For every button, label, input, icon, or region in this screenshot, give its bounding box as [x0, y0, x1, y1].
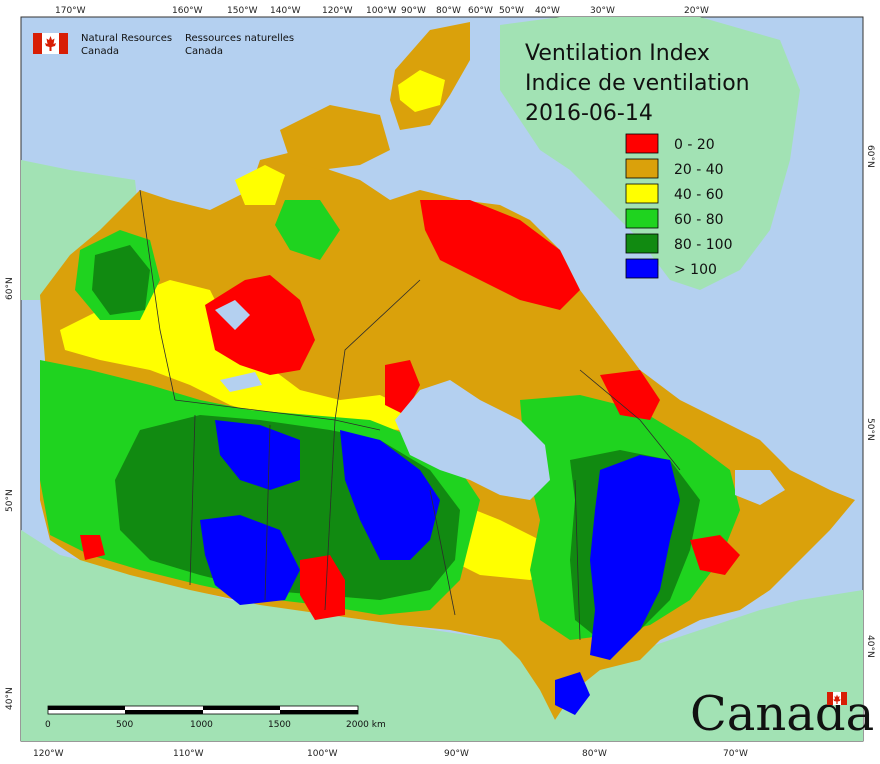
band-over-100-ontario — [555, 672, 590, 715]
legend-swatch — [625, 208, 659, 229]
graticule-bottom-label: 100°W — [307, 749, 338, 759]
legend-swatch — [625, 158, 659, 179]
scale-bar-segment — [48, 706, 125, 710]
band-0-20-sask — [300, 555, 345, 620]
legend-item: 80 - 100 — [625, 233, 733, 254]
graticule-left-label: 40°N — [5, 687, 15, 710]
great-slave-lake — [220, 372, 262, 392]
graticule-right-label: 40°N — [865, 635, 875, 658]
wordmark-flag-icon — [827, 692, 847, 705]
legend-item: 20 - 40 — [625, 158, 724, 179]
graticule-left-label: 60°N — [5, 277, 15, 300]
legend-label: 20 - 40 — [674, 162, 724, 178]
graticule-top-label: 50°W — [499, 6, 524, 16]
agency-fr-line2: Canada — [185, 46, 223, 57]
graticule-right: 60°N 50°N 40°N — [865, 145, 875, 658]
legend-swatch — [625, 233, 659, 254]
alaska-land — [21, 160, 140, 300]
canada-wordmark: Canada — [690, 686, 874, 742]
legend-swatch — [625, 133, 659, 154]
band-40-60-ellesmere — [398, 70, 445, 112]
graticule-top-label: 60°W — [468, 6, 493, 16]
scale-tick-label: 2000 km — [346, 720, 386, 730]
scale-bar-segment — [203, 706, 280, 710]
legend-label: 80 - 100 — [674, 237, 733, 253]
graticule-top-label: 40°W — [535, 6, 560, 16]
map-title: Ventilation Index Indice de ventilation … — [525, 41, 750, 126]
graticule-left-label: 50°N — [5, 489, 15, 512]
great-bear-lake — [215, 300, 250, 330]
graticule-top-label: 30°W — [590, 6, 615, 16]
scale-bar: 0 500 1000 1500 2000 km — [45, 705, 386, 730]
graticule-bottom-label: 110°W — [173, 749, 204, 759]
band-0-20-nwt — [205, 275, 315, 375]
scale-bar-segment — [125, 710, 203, 714]
graticule-top-label: 150°W — [227, 6, 258, 16]
legend-swatch — [625, 183, 659, 204]
legend-label: 60 - 80 — [674, 212, 724, 228]
graticule-top: 170°W 160°W 150°W 140°W 120°W 100°W 90°W… — [55, 6, 709, 16]
graticule-bottom-label: 90°W — [444, 749, 469, 759]
legend-item: 0 - 20 — [625, 133, 715, 154]
scale-tick-label: 1500 — [268, 720, 291, 730]
band-0-20-newbrunswick — [690, 535, 740, 575]
graticule-bottom-label: 120°W — [33, 749, 64, 759]
band-0-20-labrador — [600, 370, 660, 420]
graticule-bottom-label: 70°W — [723, 749, 748, 759]
title-line2: Indice de ventilation — [525, 71, 750, 96]
title-date: 2016-06-14 — [525, 101, 653, 126]
graticule-bottom: 120°W 110°W 100°W 90°W 80°W 70°W — [33, 749, 748, 759]
legend-item: 40 - 60 — [625, 183, 724, 204]
legend-label: 0 - 20 — [674, 137, 715, 153]
graticule-right-label: 50°N — [865, 418, 875, 441]
band-over-100-bc — [200, 515, 300, 605]
graticule-top-label: 160°W — [172, 6, 203, 16]
usa-land — [21, 530, 863, 741]
legend-item: > 100 — [625, 258, 717, 279]
agency-en-line1: Natural Resources — [81, 33, 172, 44]
graticule-top-label: 170°W — [55, 6, 86, 16]
graticule-top-label: 90°W — [401, 6, 426, 16]
legend-item: 60 - 80 — [625, 208, 724, 229]
band-40-60-arctic — [235, 165, 285, 205]
band-0-20-bc — [80, 535, 105, 560]
graticule-top-label: 80°W — [436, 6, 461, 16]
scale-tick-label: 0 — [45, 720, 51, 730]
band-60-80-arctic — [275, 200, 340, 260]
province-boundaries — [139, 189, 681, 641]
canada-flag-icon — [33, 33, 68, 54]
graticule-top-label: 100°W — [366, 6, 397, 16]
hudson-bay — [395, 380, 550, 500]
scale-bar-segment — [280, 710, 358, 714]
band-80-100-yukon — [92, 245, 150, 315]
graticule-right-label: 60°N — [865, 145, 875, 168]
greenland-land — [500, 17, 800, 290]
agency-en-line2: Canada — [81, 46, 119, 57]
nrcan-signature: Natural Resources Canada Ressources natu… — [33, 33, 294, 57]
arctic-island-cluster — [280, 105, 390, 170]
scale-tick-label: 1000 — [190, 720, 213, 730]
agency-fr-line1: Ressources naturelles — [185, 33, 294, 44]
legend-label: > 100 — [674, 262, 717, 278]
legend-label: 40 - 60 — [674, 187, 724, 203]
gulf-of-st-lawrence — [735, 470, 785, 505]
graticule-top-label: 120°W — [322, 6, 353, 16]
legend: 0 - 20 20 - 40 40 - 60 60 - 80 80 - 100 … — [625, 133, 733, 279]
title-line1: Ventilation Index — [525, 41, 710, 66]
graticule-top-label: 140°W — [270, 6, 301, 16]
graticule-bottom-label: 80°W — [582, 749, 607, 759]
legend-swatch — [625, 258, 659, 279]
band-over-100-prairies — [215, 420, 300, 490]
scale-tick-label: 500 — [116, 720, 133, 730]
graticule-top-label: 20°W — [684, 6, 709, 16]
band-0-20-nunavut — [420, 200, 580, 310]
band-over-100-quebec — [590, 455, 680, 660]
band-over-100-manitoba — [340, 430, 440, 560]
graticule-left: 60°N 50°N 40°N — [5, 277, 15, 710]
